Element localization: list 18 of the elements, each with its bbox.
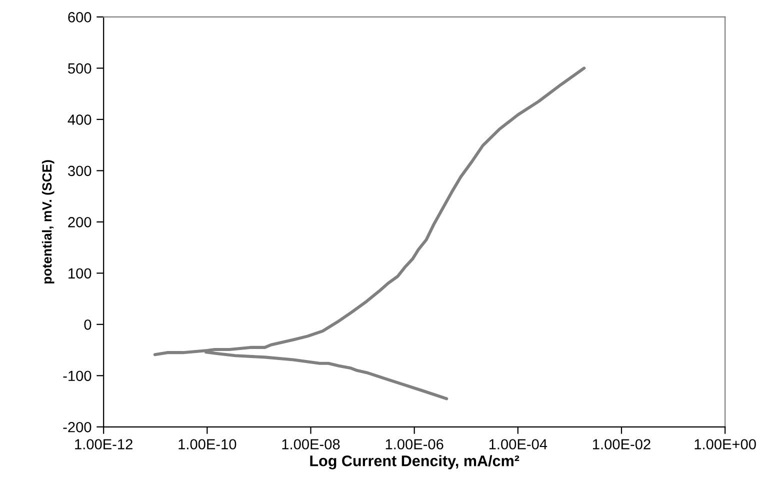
y-tick-label: 500: [68, 63, 92, 74]
y-tick-label: -100: [63, 370, 92, 382]
y-tick-label: 100: [68, 268, 92, 279]
y-tick-label: 200: [68, 217, 92, 228]
y-tick-label: 400: [68, 114, 92, 125]
x-axis-title: Log Current Dencity, mA/cm²: [310, 455, 520, 470]
y-tick-label: 300: [68, 166, 92, 176]
y-tick-label: -200: [63, 422, 92, 432]
y-axis-title: potential, mV. (SCE): [42, 160, 54, 284]
x-tick-label: 1.00E-06: [386, 439, 444, 450]
x-tick-label: 1.00E-04: [489, 439, 548, 450]
y-tick-label: 0: [84, 320, 92, 330]
x-tick-label: 1.00E+00: [694, 439, 756, 450]
x-tick-label: 1.00E-08: [282, 439, 340, 450]
x-tick-label: 1.00E-10: [178, 439, 236, 450]
x-tick-label: 1.00E-02: [593, 439, 650, 450]
y-tick-label: 600: [68, 12, 92, 22]
x-tick-label: 1.00E-12: [75, 439, 132, 450]
